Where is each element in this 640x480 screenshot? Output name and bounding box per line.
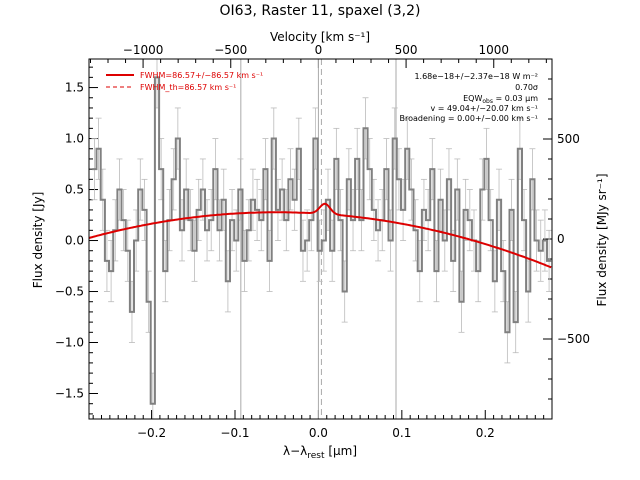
legend-entry-fwhm-th: FWHM_th=86.57 km s⁻¹ [140, 83, 236, 92]
annotation-velocity: v = 49.04+/−20.07 km s⁻¹ [430, 104, 538, 113]
y-tick-label: 1.0 [65, 132, 84, 146]
annotation-broadening: Broadening = 0.00+/−0.00 km s⁻¹ [400, 114, 538, 123]
y-axis-label: Flux density [Jy] [31, 192, 45, 289]
plot-frame [88, 58, 553, 420]
annotation-sigma: 0.70σ [515, 83, 538, 92]
x-tick-label: 0.0 [309, 426, 328, 440]
x-tick-label: −0.2 [137, 426, 166, 440]
right-tick-label: 500 [557, 132, 580, 146]
right-axis-label: Flux density [MJy sr⁻¹] [595, 173, 609, 306]
x-tick-label: −0.1 [220, 426, 249, 440]
y-tick-label: 1.5 [65, 81, 84, 95]
x-axis-label: λ−λrest [μm] [283, 444, 357, 461]
top-axis-label: Velocity [km s⁻¹] [270, 30, 370, 44]
y-tick-label: −0.5 [55, 285, 84, 299]
chart-title: OI63, Raster 11, spaxel (3,2) [220, 3, 421, 19]
annotation-flux: 1.68e−18+/−2.37e−18 W m⁻² [414, 72, 538, 81]
annotation-eqw: EQWobs = 0.03 μm [463, 94, 538, 105]
legend: FWHM=86.57+/−86.57 km s⁻¹ FWHM_th=86.57 … [106, 71, 263, 92]
top-tick-label: −500 [214, 43, 247, 57]
right-tick-label: 0 [557, 232, 565, 246]
legend-entry-fwhm: FWHM=86.57+/−86.57 km s⁻¹ [140, 71, 263, 80]
top-tick-label: 1000 [478, 43, 509, 57]
fit-curve [89, 202, 552, 269]
y-tick-label: 0.0 [65, 234, 84, 248]
top-tick-label: 0 [315, 43, 323, 57]
x-tick-label: 0.1 [392, 426, 411, 440]
y-tick-label: −1.0 [55, 336, 84, 350]
y-tick-label: 0.5 [65, 183, 84, 197]
top-tick-label: 500 [395, 43, 418, 57]
y-tick-label: −1.5 [55, 387, 84, 401]
x-tick-label: 0.2 [476, 426, 495, 440]
right-tick-label: −500 [557, 332, 590, 346]
fit-annotations: 1.68e−18+/−2.37e−18 W m⁻² 0.70σ EQWobs =… [400, 72, 539, 123]
top-tick-label: −1000 [123, 43, 164, 57]
